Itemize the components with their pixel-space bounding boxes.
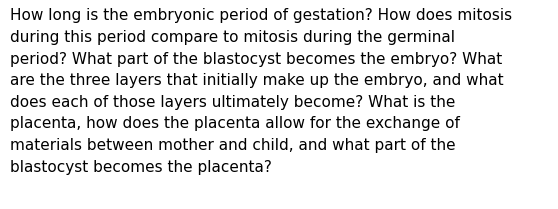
Text: How long is the embryonic period of gestation? How does mitosis
during this peri: How long is the embryonic period of gest…: [10, 8, 512, 175]
